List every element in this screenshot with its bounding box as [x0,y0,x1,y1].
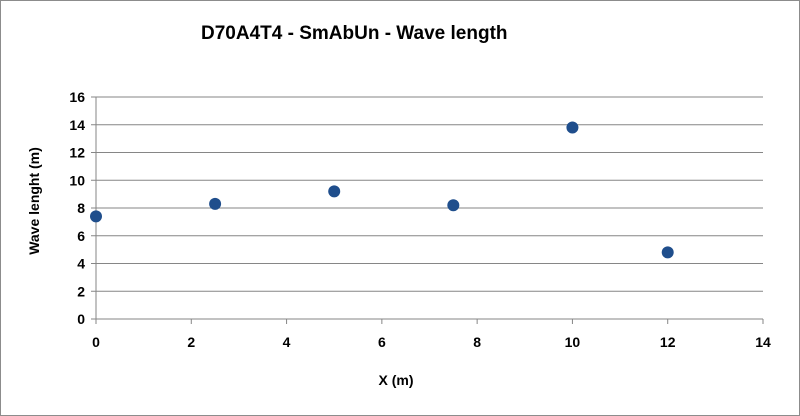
y-tick-label: 10 [69,172,85,188]
chart-title: D70A4T4 - SmAbUn - Wave length [201,23,508,44]
x-tick-label: 8 [473,334,481,350]
data-point [661,246,674,259]
y-tick-label: 14 [69,117,85,133]
y-tick-label: 16 [69,89,85,105]
y-tick-label: 4 [77,256,85,272]
data-point [328,185,341,198]
x-tick-label: 14 [755,334,771,350]
data-point [447,199,460,212]
y-tick-label: 12 [69,145,85,161]
y-tick-label: 8 [77,200,85,216]
x-tick-label: 4 [283,334,291,350]
x-axis-label: X (m) [378,372,414,388]
y-tick-label: 6 [77,228,85,244]
x-tick-label: 12 [660,334,676,350]
x-tick-label: 6 [378,334,386,350]
y-tick-label: 2 [77,283,85,299]
y-tick-label: 0 [77,311,85,327]
data-point [566,121,579,134]
x-tick-label: 0 [92,334,100,350]
x-tick-label: 2 [187,334,195,350]
data-point [90,210,102,223]
x-tick-label: 10 [565,334,581,350]
data-point [209,197,222,210]
